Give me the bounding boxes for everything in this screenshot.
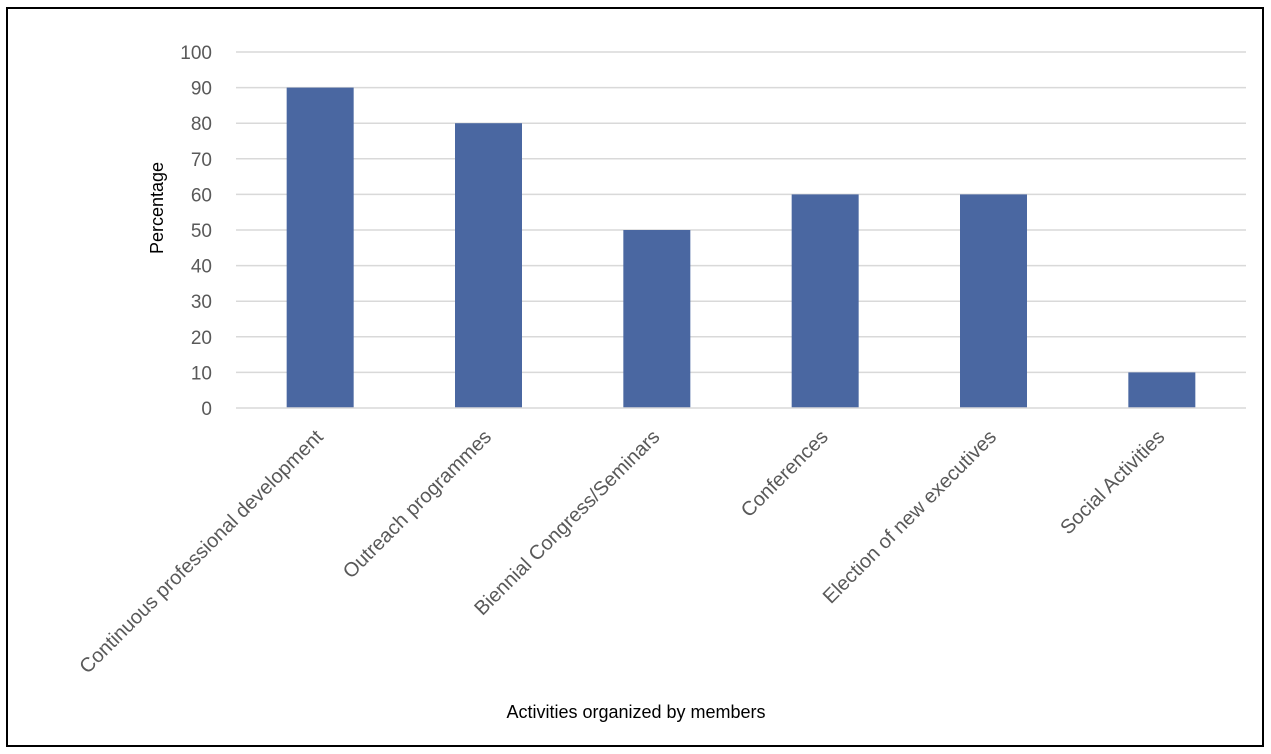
bar-1 [286,87,354,408]
y-tick-label-20: 20 [191,328,212,349]
bars [286,87,1196,408]
y-tick-label-100: 100 [180,43,212,64]
y-axis-title: Percentage [147,162,167,254]
y-tick-label-30: 30 [191,292,212,313]
y-tick-label-70: 70 [191,150,212,171]
bar-4 [791,194,859,408]
y-tick-label-80: 80 [191,114,212,135]
x-category-label-5: Election of new executives [819,426,1001,608]
bar-5 [960,194,1027,408]
bar-3 [623,230,691,408]
bar-6 [1128,372,1196,408]
x-category-label-1: Continuous professional development [75,426,328,679]
y-axis-ticks: 0 10 20 30 40 50 60 70 80 90 100 [180,43,212,420]
y-tick-label-10: 10 [191,363,212,384]
y-tick-label-90: 90 [191,79,212,100]
x-axis-title: Activities organized by members [506,702,765,722]
bar-2 [455,123,522,408]
y-tick-label-40: 40 [191,257,212,278]
x-category-label-6: Social Activities [1056,426,1169,539]
y-tick-label-50: 50 [191,221,212,242]
gridlines [236,51,1246,374]
x-category-label-4: Conferences [737,426,833,522]
x-axis-category-labels: Continuous professional development Outre… [75,426,1169,679]
y-tick-label-60: 60 [191,185,212,206]
x-category-label-3: Biennial Congress/Seminars [470,426,664,620]
y-tick-label-0: 0 [201,399,212,420]
x-category-label-2: Outreach programmes [339,426,496,583]
